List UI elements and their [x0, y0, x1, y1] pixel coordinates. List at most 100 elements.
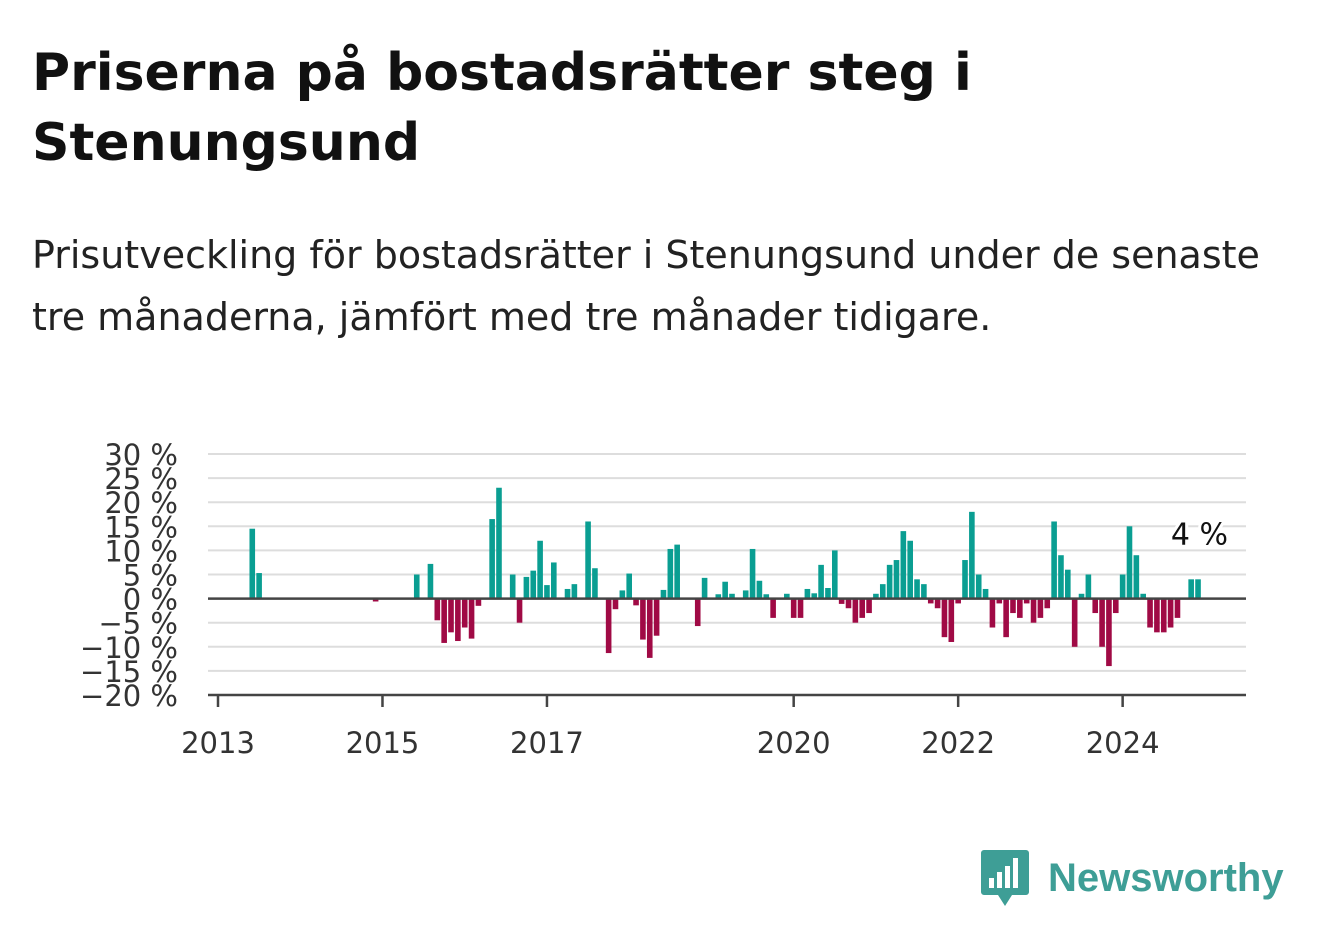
bar [537, 540, 543, 599]
newsworthy-logo-icon [981, 850, 1029, 906]
bar [914, 579, 920, 599]
bars [249, 487, 1201, 667]
bar [1106, 598, 1112, 667]
bar [797, 598, 804, 618]
newsworthy-brand: Newsworthy [980, 848, 1284, 908]
bar [770, 598, 776, 618]
bar [763, 594, 770, 599]
bar [674, 544, 680, 599]
bar [489, 519, 495, 599]
bar [1112, 598, 1119, 614]
bar [955, 598, 961, 604]
bar [468, 598, 475, 639]
bar [1003, 598, 1009, 638]
bar [927, 598, 934, 604]
bar [441, 598, 447, 643]
bar [653, 598, 660, 636]
bar [975, 574, 982, 599]
bar [1174, 598, 1181, 618]
y-tick-label: 25 % [104, 462, 178, 496]
bar [660, 589, 667, 599]
bar [1044, 598, 1051, 609]
bar [934, 598, 941, 609]
bar [1023, 598, 1030, 604]
bar [523, 576, 530, 599]
bar [605, 598, 612, 654]
bar [941, 598, 948, 638]
bar [701, 577, 708, 599]
bar [1078, 593, 1085, 599]
bar [996, 598, 1003, 604]
bar [694, 598, 701, 627]
bar [413, 574, 420, 599]
bar [544, 585, 550, 599]
bar [1154, 598, 1160, 633]
bar [1092, 598, 1099, 614]
bar [1065, 569, 1071, 599]
bar [729, 593, 735, 599]
bar [790, 598, 797, 618]
bar [509, 574, 516, 599]
bar [715, 594, 722, 599]
bar [866, 598, 872, 614]
bar [571, 584, 578, 599]
bar [1147, 598, 1153, 628]
bar [962, 560, 968, 599]
bar [1140, 593, 1146, 599]
y-tick-label: −15 % [80, 655, 178, 689]
x-tick-label: 2020 [757, 726, 831, 760]
bar [1167, 598, 1174, 628]
y-tick-label: 10 % [104, 534, 178, 568]
y-tick-label: 30 % [104, 438, 178, 472]
bar [1051, 521, 1057, 599]
bar [722, 581, 728, 599]
bar [496, 487, 502, 599]
bar [879, 584, 886, 599]
bar [427, 563, 434, 599]
bar [756, 580, 763, 599]
bar [742, 590, 749, 599]
bar [1126, 526, 1133, 599]
bar [948, 598, 955, 642]
bar [530, 570, 537, 599]
bar [646, 598, 653, 658]
bar [907, 540, 913, 599]
bar [626, 573, 632, 599]
x-tick-label: 2013 [181, 726, 255, 760]
bar [551, 562, 557, 599]
x-tick-label: 2022 [921, 726, 995, 760]
bar [852, 598, 859, 623]
y-tick-label: 15 % [104, 510, 178, 544]
bar [859, 598, 866, 618]
bar [1030, 598, 1037, 623]
bar [893, 560, 900, 599]
bar [633, 598, 639, 606]
bar [818, 564, 824, 599]
y-tick-label: −5 % [98, 607, 178, 641]
bar [585, 521, 591, 599]
bar [838, 598, 845, 604]
x-tick-label: 2015 [346, 726, 420, 760]
bar [461, 598, 468, 628]
x-tick-label: 2024 [1086, 726, 1160, 760]
bar [900, 531, 907, 599]
x-tick-labels: 2013 2015 2017 2020 2022 2024 [181, 726, 1159, 760]
y-tick-labels: 30 %25 %20 %15 %10 %5 %0 %−5 %−10 %−15 %… [80, 438, 178, 713]
bar [1010, 598, 1016, 614]
y-tick-label: −20 % [80, 679, 178, 713]
x-tick-label: 2017 [510, 726, 584, 760]
annotations: 4 % [1168, 514, 1231, 555]
bar [455, 598, 461, 642]
last-value-label: 4 % [1171, 517, 1228, 552]
bar [1160, 598, 1167, 633]
price-change-bar-chart: 30 %25 %20 %15 %10 %5 %0 %−5 %−10 %−15 %… [80, 438, 1246, 760]
y-tick-label: 5 % [123, 559, 178, 593]
y-tick-label: 20 % [104, 486, 178, 520]
y-tick-label: 0 % [123, 583, 178, 617]
bar [592, 568, 598, 599]
bar [886, 564, 893, 599]
bar [1188, 579, 1194, 599]
bar [784, 593, 790, 599]
bar [612, 598, 619, 610]
y-tick-label: −10 % [80, 631, 178, 665]
